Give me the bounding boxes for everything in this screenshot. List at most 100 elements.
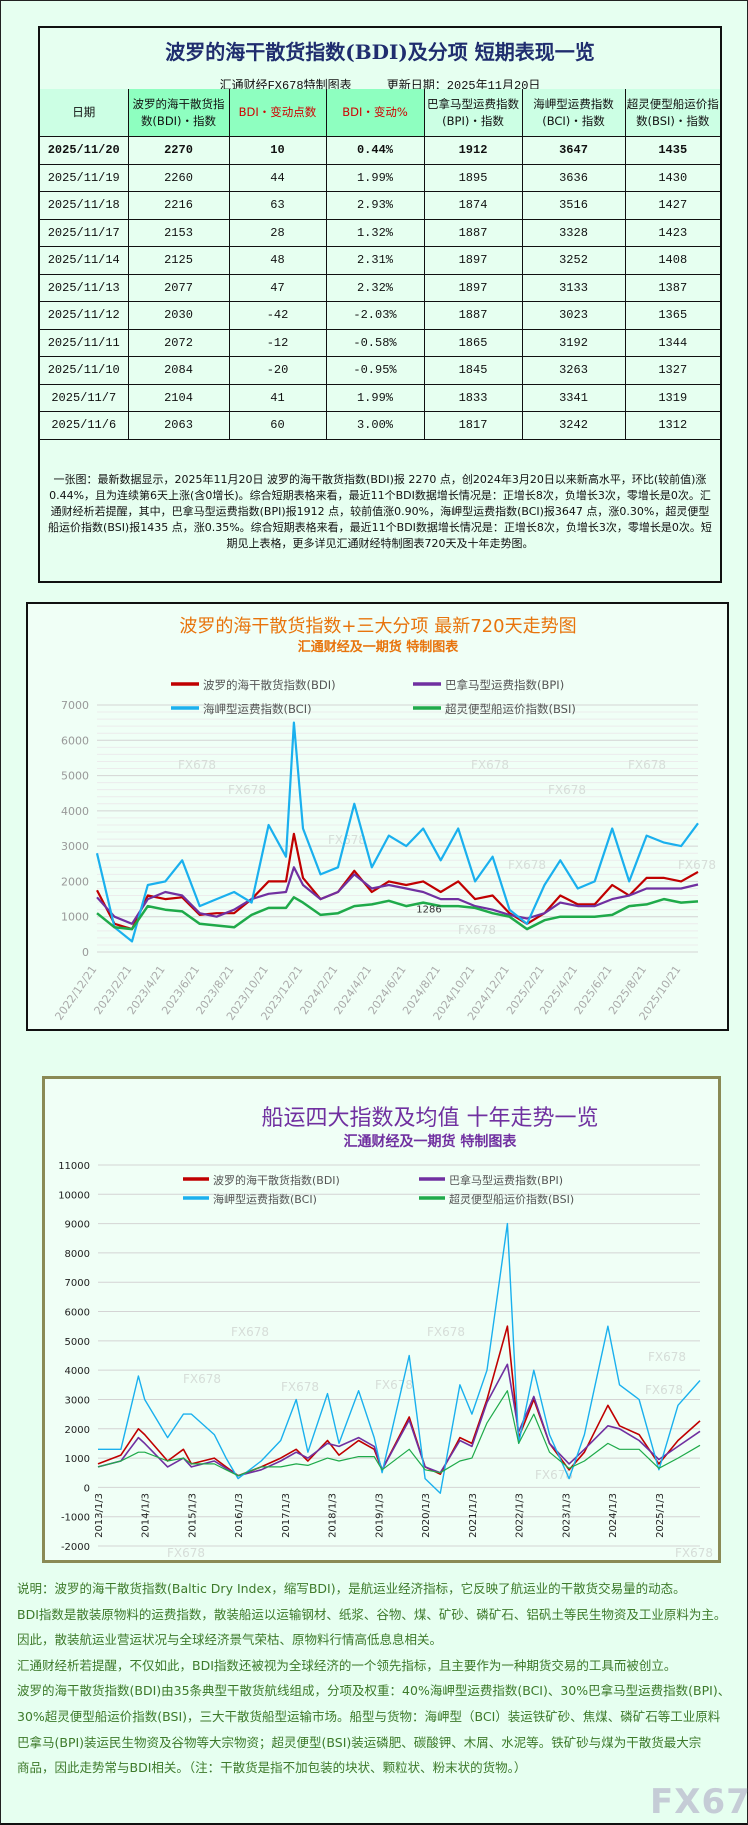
table-cell: 2.31% bbox=[325, 246, 425, 275]
column-header: 巴拿马型运费指数(BPI)・指数 bbox=[423, 89, 523, 137]
table-cell: 2260 bbox=[127, 163, 230, 192]
table-cell: 1319 bbox=[624, 383, 720, 412]
table-cell: 2104 bbox=[127, 383, 230, 412]
fx678-watermark: FX678 bbox=[650, 1782, 748, 1822]
y-tick-label: 4000 bbox=[61, 805, 89, 818]
table-cell: 3242 bbox=[521, 411, 626, 440]
table-cell: 10 bbox=[228, 136, 327, 165]
x-tick-label: 2025/1/3 bbox=[655, 1493, 666, 1538]
table-cell: 1833 bbox=[423, 383, 523, 412]
column-header: 超灵便型船运价指数(BSI)・指数 bbox=[624, 89, 720, 137]
description-line: 波罗的海干散货指数(BDI)由35条典型干散货航线组成，分项及权重：40%海岬型… bbox=[17, 1683, 731, 1699]
y-tick-label: 4000 bbox=[65, 1366, 90, 1377]
y-tick-label: 2000 bbox=[61, 875, 89, 888]
watermark-text: FX678 bbox=[675, 1546, 713, 1560]
description-line: 商品，因此走势常与BDI相关。（注：干散货是指不加包装的块状、颗粒状、粉末状的货… bbox=[17, 1760, 527, 1776]
table-cell: 1845 bbox=[423, 356, 523, 385]
table-row: 2025/11/18 2216 63 2.93% 1874 3516 1427 bbox=[40, 191, 720, 220]
table-cell: 3133 bbox=[521, 273, 626, 302]
table-cell: 1365 bbox=[624, 301, 720, 330]
x-tick-label: 2017/1/3 bbox=[281, 1493, 292, 1538]
watermark-text: FX678 bbox=[375, 1378, 413, 1392]
annotation-label: 1286 bbox=[416, 905, 441, 916]
y-tick-label: 5000 bbox=[61, 770, 89, 783]
table-row: 2025/11/11 2072 -12 -0.58% 1865 3192 1344 bbox=[40, 328, 720, 357]
watermark-text: FX678 bbox=[178, 758, 216, 772]
table-cell: 3341 bbox=[521, 383, 626, 412]
table-cell: -2.03% bbox=[325, 301, 425, 330]
watermark-text: FX678 bbox=[648, 1350, 686, 1364]
legend-label: 巴拿马型运费指数(BPI) bbox=[449, 1173, 563, 1187]
table-cell: 3263 bbox=[521, 356, 626, 385]
column-header: 海岬型运费指数(BCI)・指数 bbox=[521, 89, 626, 137]
table-cell: 1887 bbox=[423, 218, 523, 247]
column-header: BDI・变动% bbox=[325, 89, 425, 137]
table-cell: 2025/11/20 bbox=[40, 136, 129, 165]
watermark-text: FX678 bbox=[628, 758, 666, 772]
series-line-bpi bbox=[96, 866, 699, 925]
y-tick-label: 11000 bbox=[58, 1161, 90, 1172]
y-tick-label: 0 bbox=[84, 1483, 90, 1494]
table-body: 2025/11/20 2270 10 0.44% 1912 3647 1435 2025/11… bbox=[40, 136, 720, 440]
x-tick-label: 2014/1/3 bbox=[141, 1493, 152, 1538]
chart-subtitle: 汇通财经及一期货 特制图表 bbox=[344, 1133, 518, 1150]
table-cell: 2025/11/17 bbox=[40, 218, 129, 247]
x-tick-label: 2022/1/3 bbox=[515, 1493, 526, 1538]
table-cell: 60 bbox=[228, 411, 327, 440]
y-tick-label: 10000 bbox=[58, 1190, 90, 1201]
y-tick-label: 8000 bbox=[65, 1249, 90, 1260]
table-cell: -12 bbox=[228, 328, 327, 357]
table-cell: 1912 bbox=[423, 136, 523, 165]
table-cell: 1887 bbox=[423, 301, 523, 330]
bdi-table-panel: 波罗的海干散货指数(BDI)及分项 短期表现一览 汇通财经FX678特制图表 更… bbox=[38, 26, 722, 583]
table-cell: 1430 bbox=[624, 163, 720, 192]
table-cell: 2030 bbox=[127, 301, 230, 330]
description-line: BDI指数是散装原物料的运费指数，散装船运以运输钢材、纸浆、谷物、煤、矿砂、磷矿… bbox=[17, 1606, 727, 1622]
table-header-row: 日期 波罗的海干散货指数(BDI)・指数 BDI・变动点数 BDI・变动% 巴拿马型运费… bbox=[40, 89, 720, 137]
table-cell: 2025/11/13 bbox=[40, 273, 129, 302]
x-tick-label: 2015/1/3 bbox=[187, 1493, 198, 1538]
table-row: 2025/11/7 2104 41 1.99% 1833 3341 1319 bbox=[40, 383, 720, 412]
x-tick-label: 2024/1/3 bbox=[608, 1493, 619, 1538]
table-cell: 2025/11/7 bbox=[40, 383, 129, 412]
series-line-bsi bbox=[97, 1390, 701, 1477]
watermark-text: FX678 bbox=[228, 783, 266, 797]
y-tick-label: 3000 bbox=[61, 840, 89, 853]
table-cell: -0.58% bbox=[325, 328, 425, 357]
description-line: 说明：波罗的海干散货指数(Baltic Dry Index，缩写BDI)，是航运… bbox=[17, 1581, 686, 1596]
table-cell: 3647 bbox=[521, 136, 626, 165]
table-cell: 0.44% bbox=[325, 136, 425, 165]
table-row: 2025/11/6 2063 60 3.00% 1817 3242 1312 bbox=[40, 411, 720, 440]
table-cell: 2025/11/6 bbox=[40, 411, 129, 440]
description-line: 巴拿马(BPI)装运民生物资及谷物等大宗物资；超灵便型(BSI)装运磷肥、碳酸钾… bbox=[17, 1734, 702, 1750]
table-summary: 一张图：最新数据显示，2025年11月20日 波罗的海干散货指数(BDI)报 2… bbox=[48, 473, 712, 550]
description-line: 汇通财经析若提醒，不仅如此，BDI指数还被视为全球经济的一个领先指标，且主要作为… bbox=[17, 1657, 677, 1673]
table-cell: 1423 bbox=[624, 218, 720, 247]
x-tick-label: 2021/1/3 bbox=[468, 1493, 479, 1538]
series-line-bci bbox=[98, 1222, 701, 1494]
y-tick-label: -1000 bbox=[61, 1513, 90, 1524]
table-cell: 1327 bbox=[624, 356, 720, 385]
description-line: 30%超灵便型船运价指数(BSI)，三大干散货船型运输市场。船型与货物：海岬型（… bbox=[17, 1708, 721, 1724]
table-cell: 1.32% bbox=[325, 218, 425, 247]
table-cell: 1865 bbox=[423, 328, 523, 357]
table-cell: 2025/11/11 bbox=[40, 328, 129, 357]
table-title: 波罗的海干散货指数(BDI)及分项 短期表现一览 bbox=[165, 40, 595, 64]
legend-label: 海岬型运费指数(BCI) bbox=[203, 702, 312, 716]
table-cell: 1387 bbox=[624, 273, 720, 302]
watermark-text: FX678 bbox=[458, 923, 496, 937]
column-header: 日期 bbox=[40, 89, 129, 137]
table-cell: 41 bbox=[228, 383, 327, 412]
table-cell: -0.95% bbox=[325, 356, 425, 385]
series-line-bsi bbox=[96, 896, 699, 931]
table-row: 2025/11/17 2153 28 1.32% 1887 3328 1423 bbox=[40, 218, 720, 247]
table-cell: 3.00% bbox=[325, 411, 425, 440]
table-cell: 2084 bbox=[127, 356, 230, 385]
y-tick-label: 6000 bbox=[61, 734, 89, 747]
series-line-bci bbox=[95, 721, 699, 943]
table-cell: 2270 bbox=[127, 136, 230, 165]
legend-label: 波罗的海干散货指数(BDI) bbox=[213, 1173, 340, 1187]
chart-title: 波罗的海干散货指数+三大分项 最新720天走势图 bbox=[179, 616, 576, 637]
table-cell: 1895 bbox=[423, 163, 523, 192]
